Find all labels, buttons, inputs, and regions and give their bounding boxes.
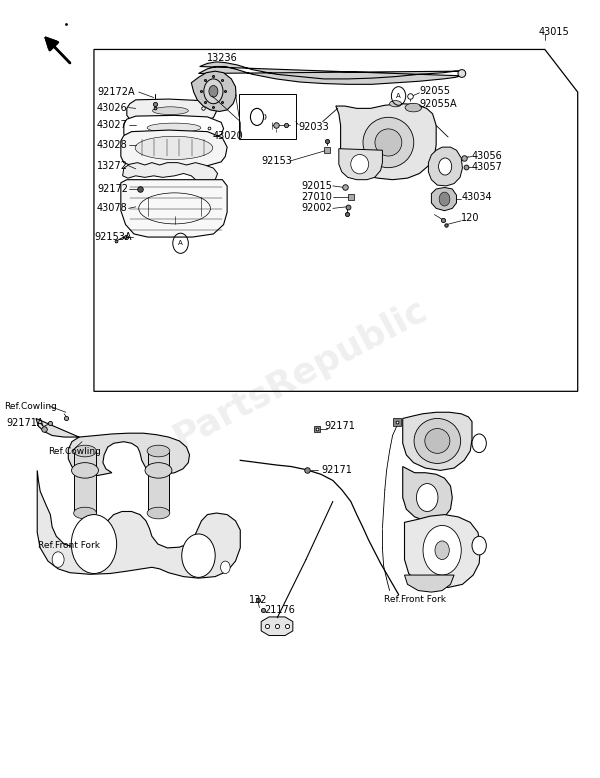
FancyBboxPatch shape — [239, 94, 296, 139]
Text: A: A — [178, 240, 183, 247]
Polygon shape — [428, 147, 463, 186]
Text: 92002: 92002 — [301, 203, 332, 213]
Text: 92033: 92033 — [298, 122, 329, 132]
Polygon shape — [404, 575, 454, 592]
Ellipse shape — [375, 129, 402, 156]
Text: 43056: 43056 — [472, 152, 503, 161]
Ellipse shape — [425, 429, 450, 454]
Ellipse shape — [147, 445, 170, 457]
Polygon shape — [339, 149, 382, 180]
Text: Ref.Front Fork: Ref.Front Fork — [383, 595, 446, 605]
Ellipse shape — [204, 79, 223, 103]
Text: 43015: 43015 — [539, 27, 569, 37]
Ellipse shape — [74, 507, 97, 519]
Ellipse shape — [71, 463, 98, 478]
Polygon shape — [127, 99, 217, 121]
Ellipse shape — [74, 445, 97, 457]
Text: Ref.Cowling: Ref.Cowling — [48, 447, 101, 455]
Text: 43034: 43034 — [461, 191, 492, 202]
Circle shape — [182, 534, 215, 577]
Polygon shape — [121, 180, 227, 237]
Polygon shape — [36, 419, 190, 476]
Text: 92172: 92172 — [97, 184, 128, 194]
Ellipse shape — [147, 507, 170, 519]
Ellipse shape — [439, 192, 450, 206]
Ellipse shape — [439, 158, 452, 175]
Text: 21176: 21176 — [264, 605, 295, 615]
Polygon shape — [404, 514, 481, 587]
Polygon shape — [261, 617, 293, 636]
Text: 92055A: 92055A — [419, 99, 457, 109]
Ellipse shape — [147, 123, 201, 132]
Text: Ref.Cowling: Ref.Cowling — [4, 401, 57, 411]
Text: 43078: 43078 — [97, 203, 128, 213]
Text: 92015: 92015 — [301, 181, 332, 191]
Polygon shape — [403, 412, 472, 471]
Ellipse shape — [405, 103, 422, 112]
Ellipse shape — [363, 117, 414, 168]
Text: 13236: 13236 — [207, 53, 238, 63]
Polygon shape — [121, 130, 227, 166]
Text: 92171A: 92171A — [6, 418, 44, 428]
Text: 92172A: 92172A — [97, 87, 134, 97]
Polygon shape — [74, 451, 96, 513]
Text: 92153: 92153 — [261, 156, 292, 166]
Text: 43020: 43020 — [213, 131, 244, 142]
Circle shape — [472, 536, 487, 555]
Text: PartsRepublic: PartsRepublic — [167, 293, 433, 455]
Circle shape — [71, 514, 116, 573]
Ellipse shape — [351, 155, 368, 173]
Text: 13272: 13272 — [97, 161, 128, 170]
Ellipse shape — [145, 463, 172, 478]
Circle shape — [472, 434, 487, 453]
Circle shape — [416, 484, 438, 511]
Ellipse shape — [152, 107, 188, 114]
Polygon shape — [199, 62, 461, 84]
Text: 43057: 43057 — [472, 163, 503, 172]
Text: 92055: 92055 — [419, 86, 451, 96]
Text: 43028: 43028 — [97, 140, 128, 150]
Text: 43026: 43026 — [97, 103, 128, 113]
Polygon shape — [191, 71, 236, 111]
Text: 92171: 92171 — [321, 465, 352, 475]
Ellipse shape — [414, 419, 461, 464]
FancyArrowPatch shape — [46, 37, 70, 63]
Polygon shape — [37, 471, 240, 578]
Text: 120: 120 — [461, 213, 480, 223]
Polygon shape — [336, 103, 436, 180]
Ellipse shape — [389, 100, 401, 107]
Text: A: A — [396, 93, 401, 99]
Text: 43027: 43027 — [97, 121, 128, 131]
Text: 92171: 92171 — [324, 421, 355, 431]
Polygon shape — [124, 115, 224, 140]
Circle shape — [423, 525, 461, 575]
Text: Ref.Front Fork: Ref.Front Fork — [38, 541, 100, 550]
Text: 27010: 27010 — [301, 191, 332, 202]
Ellipse shape — [209, 86, 218, 97]
Ellipse shape — [458, 69, 466, 77]
Polygon shape — [148, 451, 169, 513]
Ellipse shape — [135, 136, 213, 159]
Circle shape — [435, 541, 449, 559]
Text: 92153A: 92153A — [94, 232, 131, 242]
Polygon shape — [403, 467, 452, 520]
Circle shape — [52, 552, 64, 567]
Circle shape — [221, 561, 230, 573]
Polygon shape — [122, 163, 218, 183]
Text: 132: 132 — [249, 595, 268, 605]
Polygon shape — [431, 187, 457, 211]
